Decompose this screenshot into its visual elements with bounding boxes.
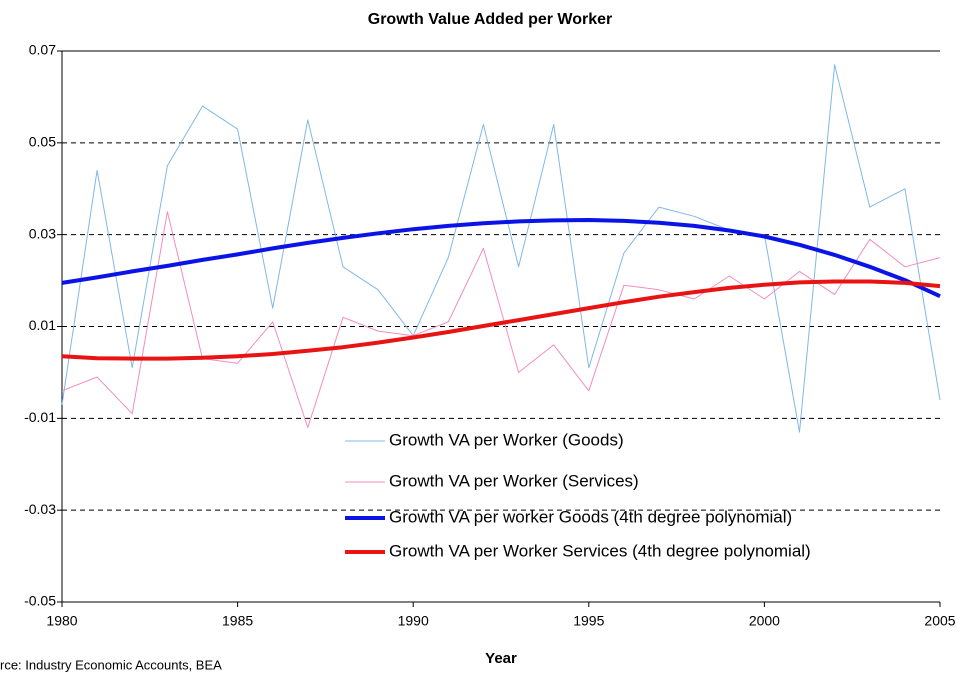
- series-line: [61, 64, 941, 433]
- legend-label: Growth VA per Worker Services (4th degre…: [389, 541, 811, 560]
- y-tick-label: -0.03: [24, 501, 56, 517]
- series-line: [61, 211, 941, 428]
- x-tick-label: 1985: [222, 613, 253, 629]
- legend-label: Growth VA per Worker (Goods): [389, 430, 624, 449]
- series-line: [61, 279, 941, 361]
- y-tick-label: -0.01: [24, 409, 56, 425]
- y-tick-label: 0.03: [29, 225, 56, 241]
- x-tick-label: 2005: [924, 613, 955, 629]
- source-note: rce: Industry Economic Accounts, BEA: [0, 657, 222, 672]
- legend-label: Growth VA per worker Goods (4th degree p…: [389, 507, 792, 526]
- y-tick-label: 0.07: [29, 42, 56, 58]
- y-tick-label: 0.01: [29, 317, 56, 333]
- chart-title: Growth Value Added per Worker: [368, 11, 613, 28]
- x-tick-label: 1980: [46, 613, 77, 629]
- y-tick-label: -0.05: [24, 593, 56, 609]
- x-axis-title: Year: [485, 650, 517, 667]
- y-tick-label: 0.05: [29, 134, 56, 150]
- x-tick-label: 1990: [398, 613, 429, 629]
- x-tick-label: 2000: [749, 613, 780, 629]
- x-tick-label: 1995: [573, 613, 604, 629]
- series-line: [61, 218, 941, 299]
- legend-label: Growth VA per Worker (Services): [389, 471, 639, 490]
- legend: Growth VA per Worker (Goods) Growth VA pe…: [345, 430, 811, 560]
